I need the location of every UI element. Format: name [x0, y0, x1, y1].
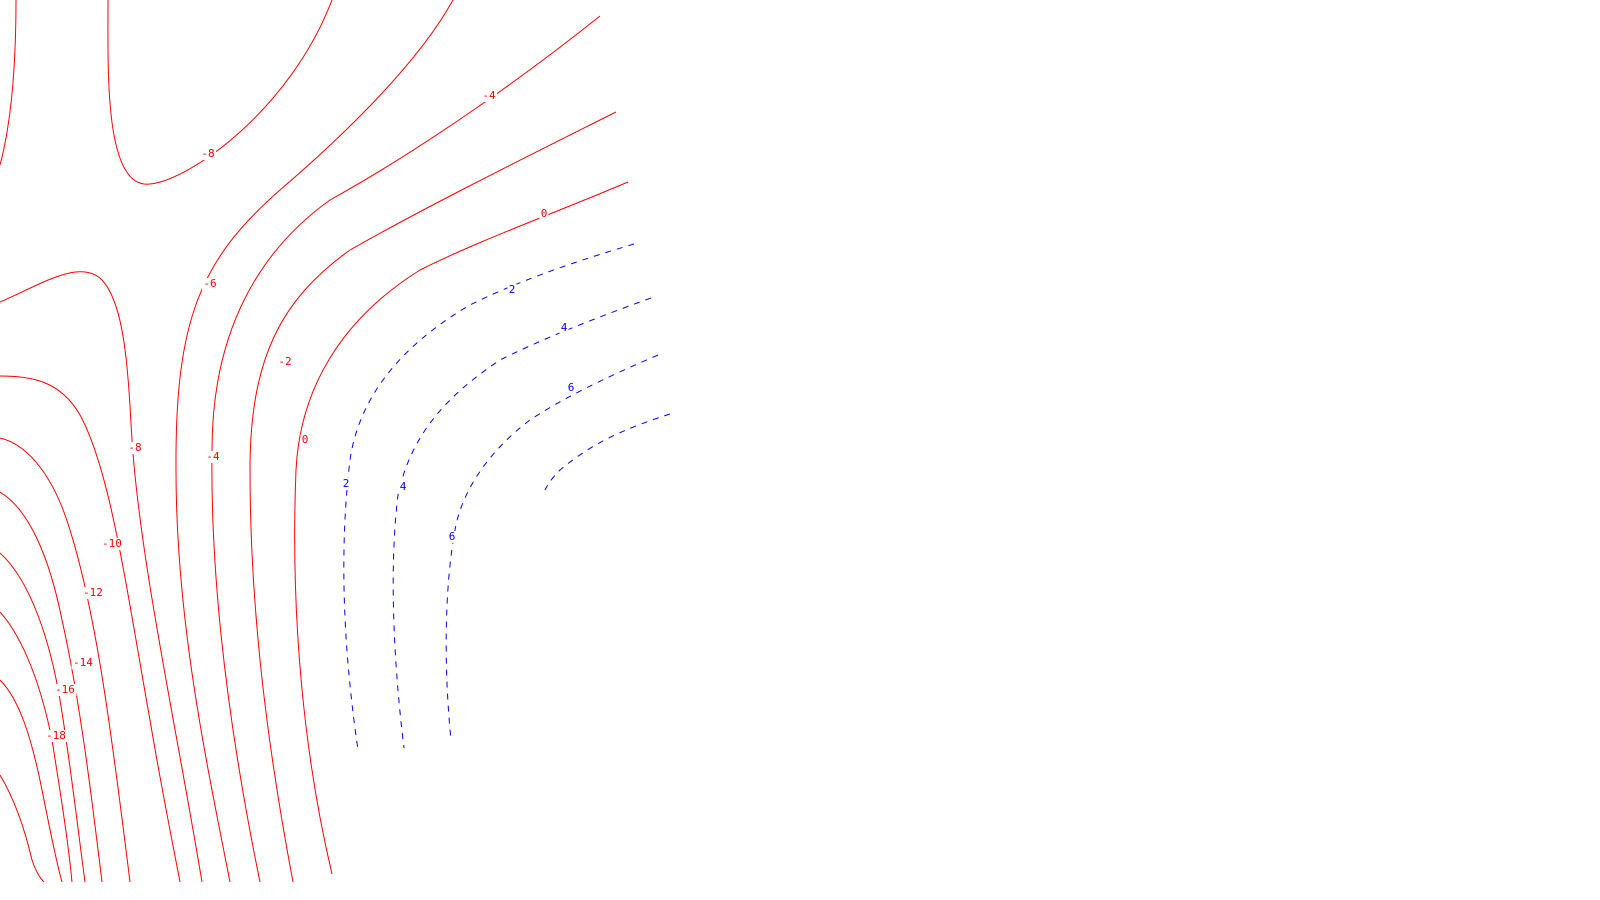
contour-line-neg14-13 [0, 491, 103, 883]
contour-labels: -8 -4 0 2 4 6 -6 -2 -8 -4 0 2 4 6 -10 -12 -14 -16 -18 [44, 89, 576, 742]
contour-line-neg16-14 [0, 552, 86, 883]
contour-label: 4 [400, 480, 407, 493]
contour-line-neg2-5 [249, 111, 617, 883]
contour-label-bg [566, 382, 576, 394]
contour-label-bg [44, 730, 68, 742]
contour-line-8-10 [544, 413, 671, 491]
contour-label-bg [71, 657, 95, 669]
contour-line-6-9 [445, 354, 659, 741]
contour-label: 0 [541, 207, 548, 220]
contour-label: -10 [102, 537, 122, 550]
contour-line-neg6-4 [211, 15, 601, 883]
contour-label-bg [447, 531, 457, 543]
contour-line-neg12-12 [0, 437, 131, 883]
contour-label-bg [507, 284, 517, 296]
contour-label: -16 [55, 683, 75, 696]
contour-label-bg [300, 434, 310, 446]
contour-label-bg [341, 478, 351, 490]
contour-label-bg [202, 278, 218, 290]
contour-line-neg8-3 [0, 271, 203, 883]
contour-line-neg18-15 [0, 611, 73, 883]
contour-label-bg [481, 90, 497, 102]
contour-line-neg20-16 [0, 679, 63, 883]
contour-label-bg [539, 208, 549, 220]
contour-line-neg8-0 [0, 0, 17, 166]
contour-label: -8 [201, 147, 214, 160]
contour-line-4-8 [392, 297, 652, 749]
contour-line-neg22-17 [0, 774, 45, 883]
contour-label: -14 [73, 656, 93, 669]
contour-label: -18 [46, 729, 66, 742]
contour-label: 2 [509, 283, 516, 296]
contour-line-neg8-1 [107, 0, 333, 185]
contour-label: 6 [449, 530, 456, 543]
contour-label-bg [205, 451, 221, 463]
contour-label: -2 [278, 355, 291, 368]
contour-label: -4 [482, 89, 496, 102]
contour-label-bg [53, 684, 77, 696]
contour-label-bg [559, 322, 569, 334]
contour-line-neg4-2 [175, 0, 454, 883]
contour-line-neg10-11 [0, 375, 181, 883]
contour-label: -8 [128, 441, 141, 454]
contour-label: 2 [343, 477, 350, 490]
contour-label: 4 [561, 321, 568, 334]
contour-label: 6 [568, 381, 575, 394]
contour-line-0-6 [294, 181, 629, 875]
contour-label-bg [398, 481, 408, 493]
contour-label: -6 [203, 277, 216, 290]
contour-label: 0 [302, 433, 309, 446]
contour-label-bg [81, 587, 105, 599]
contour-label-bg [100, 538, 124, 550]
contour-label: -4 [206, 450, 220, 463]
contour-label-bg [277, 356, 293, 368]
contour-label-bg [200, 148, 216, 160]
contour-line-2-7 [343, 243, 635, 751]
contour-label-bg [127, 442, 143, 454]
contour-lines [0, 0, 671, 883]
contour-label: -12 [83, 586, 103, 599]
